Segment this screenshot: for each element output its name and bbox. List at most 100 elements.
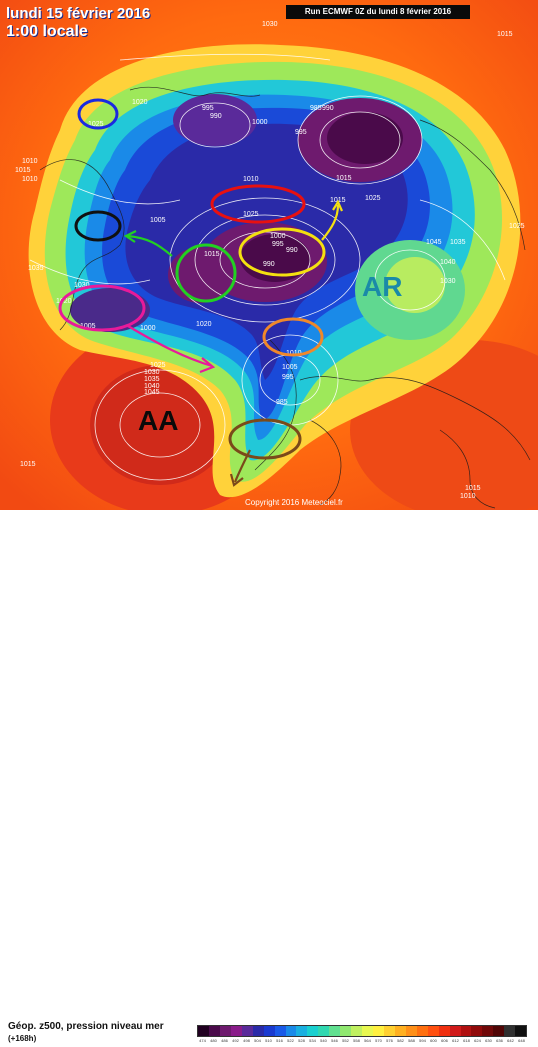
scale-tick-label: 492 xyxy=(232,1038,239,1043)
legend-title: Géop. z500, pression niveau mer xyxy=(8,1021,164,1032)
scale-swatch xyxy=(471,1026,483,1036)
isobar-label: 1020 xyxy=(196,321,212,328)
black-oval xyxy=(74,210,122,242)
isobar-label: 1015 xyxy=(15,167,31,174)
isobars xyxy=(29,53,506,481)
brown-oval xyxy=(228,418,302,460)
color-scale xyxy=(197,1025,527,1037)
scale-tick-label: 576 xyxy=(386,1038,393,1043)
scale-tick-label: 522 xyxy=(287,1038,294,1043)
isobar-label: 1020 xyxy=(56,298,72,305)
isobar-label: 985 xyxy=(276,399,288,406)
scale-swatch xyxy=(241,1026,253,1036)
isobar-label: 1025 xyxy=(88,121,104,128)
scale-swatch xyxy=(362,1026,373,1036)
isobar-label: 1025 xyxy=(365,195,381,202)
isobar-label: 1015 xyxy=(497,31,513,38)
isobar-label: 1010 xyxy=(22,176,38,183)
scale-tick-label: 480 xyxy=(210,1038,217,1043)
isobar-label: 990 xyxy=(322,105,334,112)
scale-swatch xyxy=(351,1026,363,1036)
isobar-label: 990 xyxy=(210,113,222,120)
scale-tick-label: 486 xyxy=(221,1038,228,1043)
isobar-label: 990 xyxy=(286,247,298,254)
blue-circle xyxy=(77,98,119,130)
anticyclone-atlantic-label: AA xyxy=(138,405,178,436)
scale-tick-label: 474 xyxy=(199,1038,206,1043)
scale-tick-label: 570 xyxy=(375,1038,382,1043)
isobar-label: 990 xyxy=(263,261,275,268)
scale-tick-label: 636 xyxy=(496,1038,503,1043)
scale-tick-label: 528 xyxy=(298,1038,305,1043)
yellow-arrow-head xyxy=(332,199,344,212)
scale-tick-label: 648 xyxy=(518,1038,525,1043)
legend-subtitle: (+168h) xyxy=(8,1034,37,1043)
scale-swatch xyxy=(482,1026,494,1036)
isobar-label: 995 xyxy=(295,129,307,136)
scale-swatch xyxy=(230,1026,242,1036)
isobar-label: 1015 xyxy=(20,461,36,468)
scale-swatch xyxy=(296,1026,308,1036)
isobar-label: 1025 xyxy=(243,211,259,218)
scale-swatch xyxy=(219,1026,231,1036)
scale-swatch xyxy=(373,1026,384,1036)
yellow-arrow xyxy=(321,204,340,241)
scale-tick-label: 642 xyxy=(507,1038,514,1043)
low-core-siberia-inner xyxy=(327,112,403,164)
isobar-label: 1045 xyxy=(426,239,442,246)
scale-tick-label: 552 xyxy=(342,1038,349,1043)
scale-tick-label: 564 xyxy=(364,1038,371,1043)
scale-tick-label: 588 xyxy=(408,1038,415,1043)
scale-swatch xyxy=(405,1026,417,1036)
color-scale-ticks: 474 480 486 492 498 504 510 516 522 528 534 540 546 5… xyxy=(197,1038,527,1047)
scale-swatch xyxy=(427,1026,439,1036)
isobar-label: 1020 xyxy=(132,99,148,106)
date-label: lundi 15 février 2016 xyxy=(6,5,151,22)
scale-tick-label: 630 xyxy=(485,1038,492,1043)
legend-footer: Géop. z500, pression niveau mer (+168h) … xyxy=(0,510,538,1043)
scale-swatch xyxy=(438,1026,450,1036)
isobar-label: 1035 xyxy=(144,376,160,383)
isobar-label: 1035 xyxy=(28,265,44,272)
low-core-greenland xyxy=(173,94,257,146)
isobar-label: 1005 xyxy=(80,323,96,330)
scale-swatch xyxy=(252,1026,264,1036)
scale-tick-label: 504 xyxy=(254,1038,261,1043)
isobar-label: 1040 xyxy=(440,259,456,266)
isobar-label: 1030 xyxy=(440,278,456,285)
yellow-oval xyxy=(238,227,326,277)
scale-tick-label: 624 xyxy=(474,1038,481,1043)
isobar-label: 995 xyxy=(282,374,294,381)
isobar-label: 1030 xyxy=(74,282,90,289)
annotation-shapes xyxy=(58,98,326,460)
magenta-arrow xyxy=(127,325,213,368)
scale-swatch xyxy=(504,1026,516,1036)
scale-swatch xyxy=(394,1026,406,1036)
scale-tick-label: 558 xyxy=(353,1038,360,1043)
isobar-label: 1030 xyxy=(144,369,160,376)
coastlines xyxy=(39,86,531,509)
isobar-label: 1010 xyxy=(243,176,259,183)
isobar-label: 1010 xyxy=(460,493,476,500)
scale-swatch xyxy=(318,1026,330,1036)
copyright-label: Copyright 2016 Meteociel.fr xyxy=(245,498,343,507)
run-label: Run ECMWF 0Z du lundi 8 février 2016 xyxy=(286,5,470,19)
magenta-arrow-head xyxy=(199,357,216,374)
green-arrow-head xyxy=(123,230,137,243)
annotation-arrows xyxy=(123,199,344,487)
isobar-label: 1000 xyxy=(140,325,156,332)
scale-swatch xyxy=(263,1026,275,1036)
red-oval xyxy=(210,184,306,224)
magenta-oval xyxy=(58,284,146,332)
scale-tick-label: 600 xyxy=(430,1038,437,1043)
isobar-label: 995 xyxy=(202,105,214,112)
green-circle xyxy=(175,243,237,303)
isobar-label: 1010 xyxy=(22,158,38,165)
scale-swatch xyxy=(274,1026,286,1036)
isobar-label: 1015 xyxy=(336,175,352,182)
scale-swatch xyxy=(493,1026,505,1036)
isobar-label: 1040 xyxy=(144,383,160,390)
scale-tick-label: 540 xyxy=(320,1038,327,1043)
isobar-label: 1025 xyxy=(509,223,525,230)
isobar-label: 1005 xyxy=(282,364,298,371)
